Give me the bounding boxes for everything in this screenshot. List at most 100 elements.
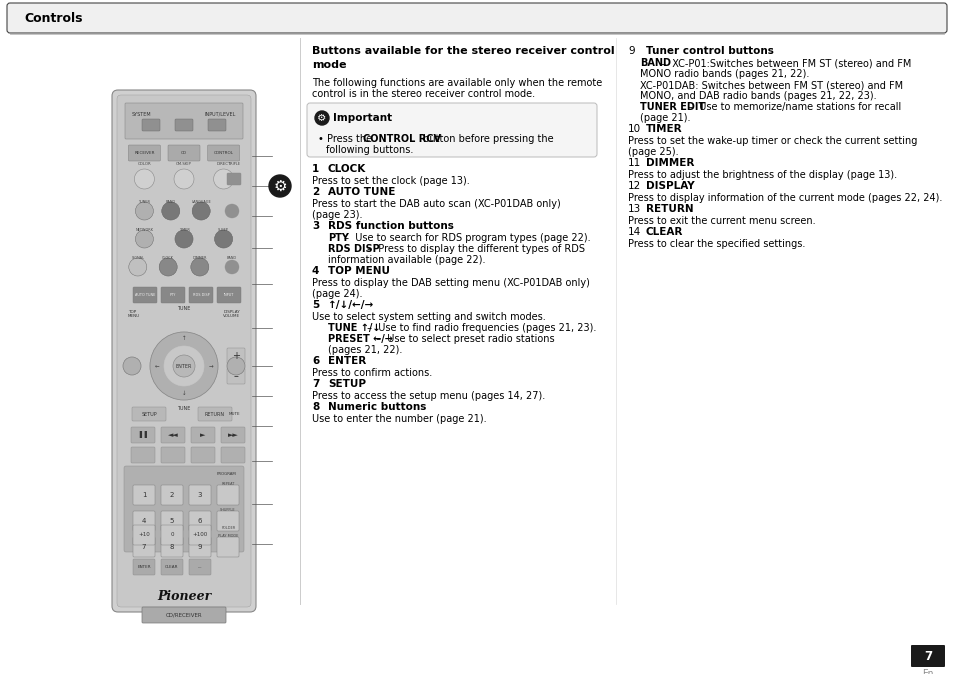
Text: (page 23).: (page 23). — [312, 210, 362, 220]
FancyBboxPatch shape — [161, 525, 183, 545]
Text: The following functions are available only when the remote: The following functions are available on… — [312, 78, 601, 88]
Text: PLAY MODE: PLAY MODE — [217, 534, 238, 538]
Text: 4: 4 — [312, 266, 319, 276]
Text: Tuner control buttons: Tuner control buttons — [645, 46, 773, 56]
Circle shape — [134, 169, 154, 189]
FancyBboxPatch shape — [161, 447, 185, 463]
Text: ---: --- — [197, 565, 202, 569]
FancyBboxPatch shape — [174, 119, 193, 131]
Text: MONO, and DAB radio bands (pages 21, 22, 23).: MONO, and DAB radio bands (pages 21, 22,… — [639, 91, 876, 101]
Text: CONTROL: CONTROL — [213, 151, 233, 155]
Text: 0: 0 — [170, 532, 173, 537]
Text: +: + — [232, 351, 240, 361]
Text: COLOR: COLOR — [137, 162, 152, 166]
FancyBboxPatch shape — [227, 368, 245, 384]
Circle shape — [172, 355, 194, 377]
Text: Press to set the wake-up timer or check the current setting: Press to set the wake-up timer or check … — [627, 136, 917, 146]
Text: 5: 5 — [312, 300, 319, 310]
FancyBboxPatch shape — [161, 537, 183, 557]
Text: 7: 7 — [923, 650, 931, 663]
FancyBboxPatch shape — [307, 103, 597, 157]
Text: ENTER: ENTER — [328, 356, 366, 366]
FancyBboxPatch shape — [208, 119, 226, 131]
Text: 10: 10 — [627, 124, 640, 134]
Text: 4: 4 — [142, 518, 146, 524]
FancyBboxPatch shape — [125, 103, 243, 139]
Circle shape — [164, 346, 204, 386]
FancyBboxPatch shape — [910, 645, 944, 667]
Text: Press to clear the specified settings.: Press to clear the specified settings. — [627, 239, 804, 249]
Text: button before pressing the: button before pressing the — [419, 134, 553, 144]
Circle shape — [135, 202, 153, 220]
Text: AUTO TUNE: AUTO TUNE — [328, 187, 395, 197]
FancyBboxPatch shape — [132, 511, 154, 531]
Text: following buttons.: following buttons. — [326, 145, 413, 155]
FancyBboxPatch shape — [161, 511, 183, 531]
Text: Use to select system setting and switch modes.: Use to select system setting and switch … — [312, 312, 545, 322]
FancyBboxPatch shape — [189, 537, 211, 557]
Text: SETUP: SETUP — [141, 412, 156, 417]
Text: CD: CD — [181, 151, 187, 155]
Text: PTY: PTY — [328, 233, 349, 243]
FancyBboxPatch shape — [216, 485, 239, 505]
FancyBboxPatch shape — [131, 427, 154, 443]
Circle shape — [162, 202, 179, 220]
FancyBboxPatch shape — [132, 525, 154, 545]
Text: Press to display the DAB setting menu (XC-P01DAB only): Press to display the DAB setting menu (X… — [312, 278, 589, 288]
FancyBboxPatch shape — [117, 95, 251, 607]
FancyBboxPatch shape — [216, 537, 239, 557]
Text: CD/RECEIVER: CD/RECEIVER — [166, 613, 202, 617]
Text: RDS DISP: RDS DISP — [328, 244, 379, 254]
FancyBboxPatch shape — [189, 525, 211, 545]
FancyBboxPatch shape — [168, 145, 200, 161]
Text: RDS function buttons: RDS function buttons — [328, 221, 454, 231]
Text: Controls: Controls — [24, 11, 82, 24]
Circle shape — [225, 260, 239, 274]
Text: Press to access the setup menu (pages 14, 27).: Press to access the setup menu (pages 14… — [312, 391, 545, 401]
FancyBboxPatch shape — [161, 559, 183, 575]
Text: 12: 12 — [627, 181, 640, 191]
FancyBboxPatch shape — [124, 466, 244, 552]
Text: CLEAR: CLEAR — [645, 227, 682, 237]
Circle shape — [150, 332, 218, 400]
Text: TUNE: TUNE — [177, 406, 191, 411]
FancyBboxPatch shape — [189, 287, 213, 303]
FancyBboxPatch shape — [189, 485, 211, 505]
FancyBboxPatch shape — [221, 447, 245, 463]
Text: PRESET ←/→: PRESET ←/→ — [328, 334, 393, 344]
FancyBboxPatch shape — [189, 511, 211, 531]
Circle shape — [174, 230, 193, 248]
Text: (page 24).: (page 24). — [312, 289, 362, 299]
Text: CM.SKIP: CM.SKIP — [176, 162, 192, 166]
FancyBboxPatch shape — [7, 3, 946, 33]
Circle shape — [225, 204, 239, 218]
Circle shape — [191, 258, 209, 276]
Text: PROGRAM: PROGRAM — [216, 472, 235, 476]
Text: TIMER: TIMER — [645, 124, 682, 134]
Text: control is in the stereo receiver control mode.: control is in the stereo receiver contro… — [312, 89, 535, 99]
Text: TUNER: TUNER — [138, 200, 151, 204]
Text: 14: 14 — [627, 227, 640, 237]
Text: (page 25).: (page 25). — [627, 147, 678, 157]
Circle shape — [123, 357, 141, 375]
Text: 2: 2 — [170, 492, 174, 498]
FancyBboxPatch shape — [227, 173, 241, 185]
Text: SIGNAL: SIGNAL — [132, 256, 144, 260]
Text: ↑: ↑ — [181, 336, 186, 342]
Text: TRIPLE: TRIPLE — [228, 162, 240, 166]
Text: BAND: BAND — [639, 58, 670, 68]
Text: LANGUAGE: LANGUAGE — [192, 200, 211, 204]
Text: mode: mode — [312, 60, 346, 70]
Text: CLEAR: CLEAR — [165, 565, 178, 569]
Text: ►: ► — [200, 432, 206, 438]
Text: Press to exit the current menu screen.: Press to exit the current menu screen. — [627, 216, 815, 226]
FancyBboxPatch shape — [112, 90, 255, 612]
Text: Press to display information of the current mode (pages 22, 24).: Press to display information of the curr… — [627, 193, 942, 203]
FancyBboxPatch shape — [208, 145, 239, 161]
Circle shape — [214, 230, 233, 248]
Text: RETURN: RETURN — [645, 204, 693, 214]
Text: 3: 3 — [312, 221, 319, 231]
Circle shape — [173, 169, 193, 189]
Text: 1: 1 — [312, 164, 319, 174]
Text: Press to start the DAB auto scan (XC-P01DAB only): Press to start the DAB auto scan (XC-P01… — [312, 199, 560, 209]
